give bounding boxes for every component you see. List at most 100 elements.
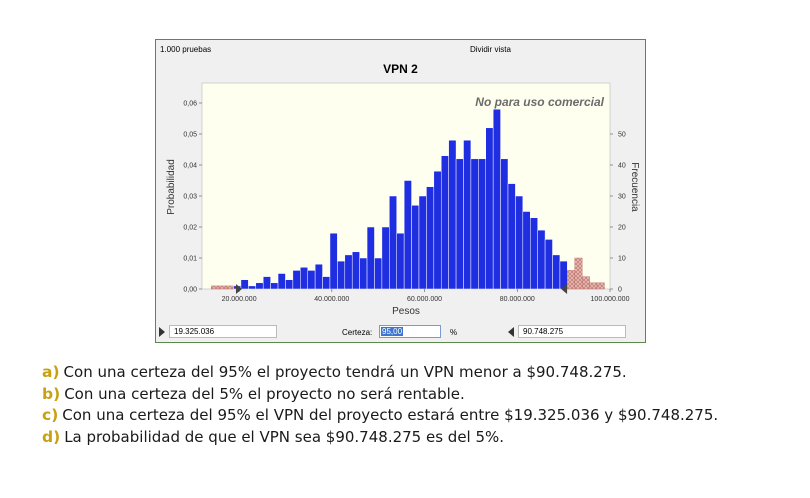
histogram-bar [552,254,561,290]
histogram-bar [218,285,227,290]
y-left-tick-label: 0,01 [183,256,197,263]
histogram-bar [485,127,494,290]
option-text: Con una certeza del 95% el proyecto tend… [63,363,627,381]
y-left-tick-label: 0,00 [183,287,197,294]
histogram-bar [292,270,301,290]
lower-bound-grabber-icon [235,284,242,294]
histogram-bar [530,217,538,290]
histogram-bar [248,285,257,290]
histogram-bar [300,267,308,290]
option-d[interactable]: d) La probabilidad de que el VPN sea $90.… [42,427,718,449]
histogram-bar [211,285,219,290]
histogram-bar [515,195,524,290]
x-axis-label: Pesos [392,306,420,317]
histogram-bar [544,239,553,290]
right-grabber-icon[interactable] [508,327,514,337]
histogram-bar [255,282,264,290]
x-tick-label: 60.000.000 [407,296,442,303]
x-tick-label: 100.000.000 [591,296,630,303]
answer-options: a) Con una certeza del 95% el proyecto te… [42,362,718,448]
y-right-tick-label: 30 [618,194,626,201]
option-text: La probabilidad de que el VPN sea $90.74… [64,427,505,446]
histogram-bar [374,257,383,290]
y-axis-left-label: Probabilidad [166,159,177,215]
histogram-bar [433,170,442,290]
right-bound-input[interactable]: 90.748.275 [518,325,626,338]
histogram-bar [337,260,346,290]
histogram-bar [418,195,427,290]
histogram-bar [314,263,323,290]
y-left-tick-label: 0,05 [183,132,197,139]
option-letter: b) [42,384,61,403]
option-letter: c) [42,406,59,424]
option-a[interactable]: a) Con una certeza del 95% el proyecto te… [42,362,718,384]
certainty-value: 95,00 [381,327,404,336]
histogram-bar [351,251,360,290]
histogram-bar [478,158,486,290]
histogram-bar [500,158,509,290]
histogram-chart: 0,00 0,01 0,02 0,03 0,04 0,05 0,06 0 10 20 30 40 50 2… [166,82,640,317]
x-tick-label: 80.000.000 [500,296,535,303]
y-left-tick-label: 0,06 [183,101,197,108]
histogram-bar [359,257,368,290]
percent-sign: % [450,328,458,337]
option-letter: d) [42,427,61,446]
histogram-bar [507,183,516,290]
chart-title: VPN 2 [383,62,418,76]
histogram-bar [262,276,271,290]
histogram-bar [285,279,294,290]
trials-count: 1.000 pruebas [160,45,212,54]
histogram-bar [463,139,472,290]
histogram-bar [596,282,605,290]
histogram-bar [403,180,412,290]
histogram-bar [277,273,286,290]
histogram-bar [411,205,420,290]
histogram-bar [448,139,457,290]
histogram-bar [537,229,546,290]
upper-bound-grabber-icon [561,284,568,294]
histogram-bar [344,254,353,290]
y-right-tick-label: 40 [618,163,626,170]
y-left-tick-label: 0,03 [183,194,197,201]
y-right-tick-label: 50 [618,132,626,139]
option-text: Con una certeza del 95% el VPN del proye… [62,406,719,424]
histogram-bar [567,270,575,290]
crystal-ball-forecast-window: 1.000 pruebas Dividir vista VPN 2 0,00 0,… [155,39,646,343]
y-left-tick-label: 0,02 [183,225,197,232]
x-tick-label: 20.000.000 [222,296,257,303]
chart-axes: 0,00 0,01 0,02 0,03 0,04 0,05 0,06 0 10 20 30 40 50 2… [183,101,629,304]
option-letter: a) [42,363,60,381]
option-c[interactable]: c) Con una certeza del 95% el VPN del pro… [42,405,718,427]
certainty-label: Certeza: [342,328,373,337]
x-tick-label: 40.000.000 [314,296,349,303]
histogram-bars [211,108,605,290]
y-right-tick-label: 0 [618,287,622,294]
histogram-bar [307,270,316,290]
histogram-bar [381,226,390,290]
y-right-tick-label: 20 [618,225,626,232]
y-axis-right-label: Frecuencia [629,162,640,212]
histogram-bar [366,226,375,290]
certainty-grabbers[interactable] [235,284,568,294]
histogram-bar [440,155,449,290]
left-grabber-icon[interactable] [159,327,165,337]
histogram-bar [589,282,598,290]
histogram-bar [322,276,331,290]
histogram-bar [455,158,464,290]
y-left-tick-label: 0,04 [183,163,197,170]
certainty-bar: 19.325.036 Certeza: 95,00 % 90.748.275 [156,323,645,341]
histogram-bar [581,276,590,290]
histogram-bar [574,257,583,290]
histogram-bar [470,158,479,290]
y-right-tick-label: 10 [618,256,626,263]
histogram-bar [522,211,531,290]
left-bound-input[interactable]: 19.325.036 [169,325,277,338]
option-b[interactable]: b) Con una certeza del 5% el proyecto no … [42,384,718,406]
split-view-button[interactable]: Dividir vista [470,45,511,54]
histogram-bar [389,195,397,290]
histogram-bar [225,285,234,290]
window-toolbar: 1.000 pruebas Dividir vista [156,40,645,58]
histogram-bar [329,232,338,290]
option-text: Con una certeza del 5% el proyecto no se… [64,384,465,403]
certainty-input[interactable]: 95,00 [379,325,441,338]
